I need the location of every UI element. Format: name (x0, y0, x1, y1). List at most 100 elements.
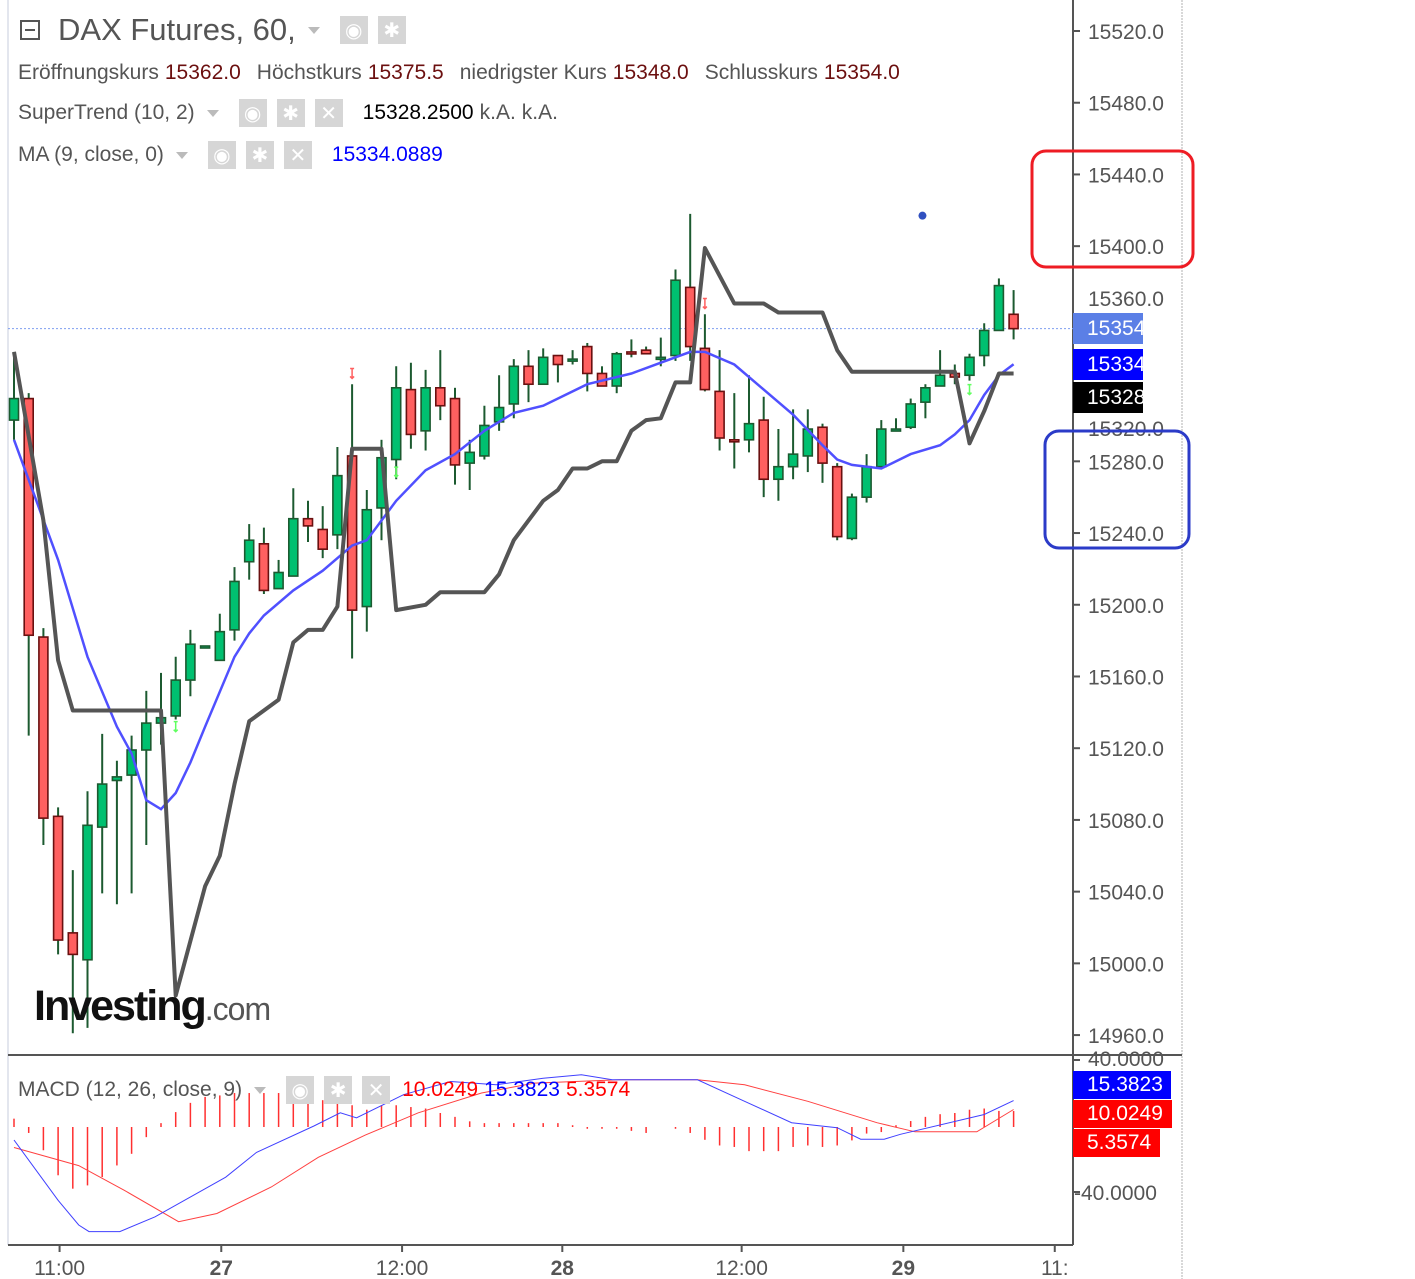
candle-body-up (993, 284, 1005, 332)
candle-body-up (537, 356, 549, 386)
eye-icon[interactable]: ◉ (286, 1076, 315, 1104)
dropdown-icon[interactable] (307, 26, 320, 34)
candle (934, 350, 946, 387)
gear-icon[interactable]: ✱ (245, 141, 274, 169)
candle-body-down (699, 347, 711, 391)
chart-title: DAX Futures, 60, (58, 12, 296, 47)
candle (464, 439, 476, 491)
candle-body-up (199, 645, 211, 649)
candle-body-up (229, 580, 240, 631)
candle (111, 760, 123, 905)
candle (214, 613, 226, 662)
candle-body-up (82, 824, 93, 961)
candle (714, 350, 725, 451)
chart-frame (7, 0, 1183, 1279)
candle (978, 323, 990, 367)
macd-axis[interactable]: 40.0000 -40.0000 (1073, 1048, 1164, 1205)
supertrend-label[interactable]: SuperTrend (10, 2) (18, 101, 195, 124)
macd-signal-value: 10.0249 (402, 1078, 479, 1101)
supertrend-extra-1: k.A. (479, 101, 516, 124)
price-tick-label: 15360.0 (1088, 288, 1164, 311)
price-tick-label: 15280.0 (1088, 451, 1164, 474)
candle (758, 396, 770, 498)
candle-body-down (38, 636, 49, 819)
candle (640, 346, 652, 355)
candle-body-down (581, 345, 593, 375)
candle (567, 350, 578, 365)
candle-body-up (214, 630, 226, 662)
price-tick-label: 15080.0 (1088, 810, 1164, 833)
logo-suffix: .com (204, 991, 271, 1027)
candle-body-up (611, 352, 623, 387)
candle (449, 387, 461, 485)
candle-body-down (23, 397, 35, 637)
candle-body-up (332, 474, 343, 536)
candle-body-down (1008, 313, 1019, 330)
close-icon[interactable]: ✕ (283, 141, 312, 169)
candle (552, 354, 564, 383)
macd-signal-line (13, 1079, 1014, 1223)
supertrend-value: 15328.2500 (362, 101, 474, 124)
candle-body-up (655, 356, 667, 361)
dropdown-icon[interactable] (206, 109, 219, 117)
candle-body-down (52, 815, 64, 941)
eye-icon[interactable]: ◉ (238, 99, 267, 127)
ma-legend: MA (9, close, 0) ◉ ✱ ✕ 15334.0889 (18, 139, 443, 171)
candle-body-up (185, 643, 196, 681)
dropdown-icon[interactable] (254, 1086, 267, 1094)
gear-icon[interactable]: ✱ (276, 99, 305, 127)
supertrend-extra-2: k.A. (521, 101, 558, 124)
time-tick-label: 11: (1041, 1257, 1069, 1279)
histogram-value-tag: 5.3574 (1073, 1129, 1160, 1157)
candle-body-down (258, 542, 270, 592)
gear-icon[interactable]: ✱ (324, 1076, 353, 1104)
candle-body-up (464, 451, 476, 464)
time-tick-label: 27 (210, 1257, 233, 1279)
price-tick-label: 15520.0 (1088, 21, 1164, 44)
red-highlight-box (1030, 149, 1195, 269)
macd-label[interactable]: MACD (12, 26, close, 9) (18, 1078, 243, 1101)
candle-body-up (846, 496, 858, 540)
gear-icon[interactable]: ✱ (377, 16, 406, 44)
candle-body-up (934, 374, 946, 387)
eye-icon[interactable]: ◉ (339, 16, 368, 44)
candle (332, 446, 343, 550)
price-tick-label: 15040.0 (1088, 882, 1164, 905)
candle (434, 350, 446, 421)
close-label: Schlusskurs (704, 61, 818, 84)
candle (596, 366, 608, 387)
sell-signal-arrow (702, 297, 708, 310)
candle-body-down (552, 354, 564, 366)
candle (361, 490, 373, 632)
close-icon[interactable]: ✕ (314, 99, 343, 127)
candle-body-up (361, 508, 373, 608)
candle (920, 384, 931, 419)
collapse-icon[interactable] (20, 20, 40, 40)
price-tick-label: 15000.0 (1088, 953, 1164, 976)
candle (743, 375, 755, 453)
candle (1008, 290, 1019, 340)
ma-label[interactable]: MA (9, close, 0) (18, 143, 164, 166)
candle-body-up (508, 365, 520, 405)
candle-body-up (964, 356, 975, 377)
supertrend-price-tag: 15328.3 (1073, 382, 1163, 413)
candle (258, 527, 270, 595)
supertrend-legend: SuperTrend (10, 2) ◉ ✱ ✕ 15328.2500 k.A. k… (18, 97, 558, 129)
price-tick-label: 15480.0 (1088, 93, 1164, 116)
eye-icon[interactable]: ◉ (207, 141, 236, 169)
candle (817, 423, 828, 483)
candle-body-up (420, 387, 431, 432)
candle (302, 500, 314, 543)
high-value: 15375.5 (367, 61, 444, 84)
time-axis[interactable]: 11:00 27 12:00 28 12:00 29 11: (34, 1245, 1069, 1279)
candle (875, 420, 887, 468)
candle (670, 269, 681, 361)
price-axis[interactable]: 15520.015480.015440.015400.015360.015320… (1073, 21, 1164, 1048)
dropdown-icon[interactable] (175, 151, 188, 159)
blue-highlight-box (1043, 429, 1191, 550)
candle (405, 362, 417, 449)
close-icon[interactable]: ✕ (362, 1076, 391, 1104)
candle-body-down (640, 349, 652, 355)
time-tick-label: 12:00 (715, 1257, 768, 1279)
